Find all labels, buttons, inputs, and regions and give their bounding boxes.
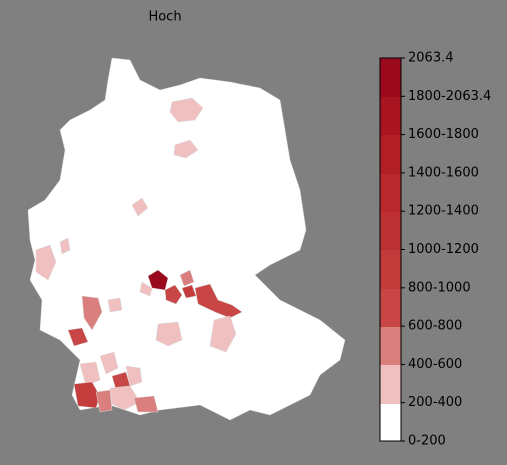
- region: [79, 361, 101, 387]
- colorbar-label: 1000-1200: [408, 242, 479, 257]
- region: [35, 244, 57, 281]
- region: [109, 385, 141, 411]
- colorbar-ticks: 2063.4 1800-2063.4 1600-1800 1400-1600 1200-…: [401, 51, 491, 449]
- colorbar-segment: [380, 135, 401, 174]
- region: [155, 321, 183, 347]
- colorbar-label: 1600-1800: [408, 127, 479, 142]
- map-title: Hoch: [148, 10, 181, 25]
- colorbar-segment: [380, 174, 401, 212]
- colorbar-label: 1200-1400: [408, 204, 479, 219]
- region: [107, 297, 123, 313]
- colorbar-label: 800-1000: [408, 280, 471, 295]
- colorbar-segment: [380, 97, 401, 135]
- region: [59, 237, 71, 255]
- region: [173, 139, 199, 159]
- colorbar-label: 600-800: [408, 319, 462, 334]
- region: [169, 97, 204, 123]
- region: [81, 295, 103, 331]
- region: [139, 281, 153, 297]
- region: [133, 395, 159, 413]
- colorbar-label: 2063.4: [408, 51, 454, 66]
- region: [194, 283, 243, 319]
- region: [125, 365, 143, 387]
- germany-map: [27, 57, 346, 421]
- region: [131, 197, 149, 217]
- region: [179, 269, 195, 287]
- region: [147, 269, 169, 291]
- region: [209, 315, 237, 353]
- colorbar-segment: [380, 365, 401, 404]
- colorbar-label: 1400-1600: [408, 165, 479, 180]
- colorbar-segment: [380, 327, 401, 365]
- colorbar-label: 400-600: [408, 357, 462, 372]
- region: [99, 351, 119, 375]
- colorbar-label: 0-200: [408, 434, 446, 449]
- region: [181, 284, 197, 299]
- country-outline: [27, 57, 346, 421]
- region: [164, 284, 183, 305]
- region: [95, 389, 113, 413]
- colorbar-segment: [380, 289, 401, 327]
- colorbar-segment: [380, 58, 401, 97]
- region: [67, 327, 89, 347]
- colorbar-segment: [380, 404, 401, 441]
- colorbar-segment: [380, 250, 401, 289]
- colorbar-label: 1800-2063.4: [408, 89, 491, 104]
- colorbar-label: 200-400: [408, 395, 462, 410]
- colorbar: [379, 57, 402, 442]
- colorbar-segment: [380, 212, 401, 250]
